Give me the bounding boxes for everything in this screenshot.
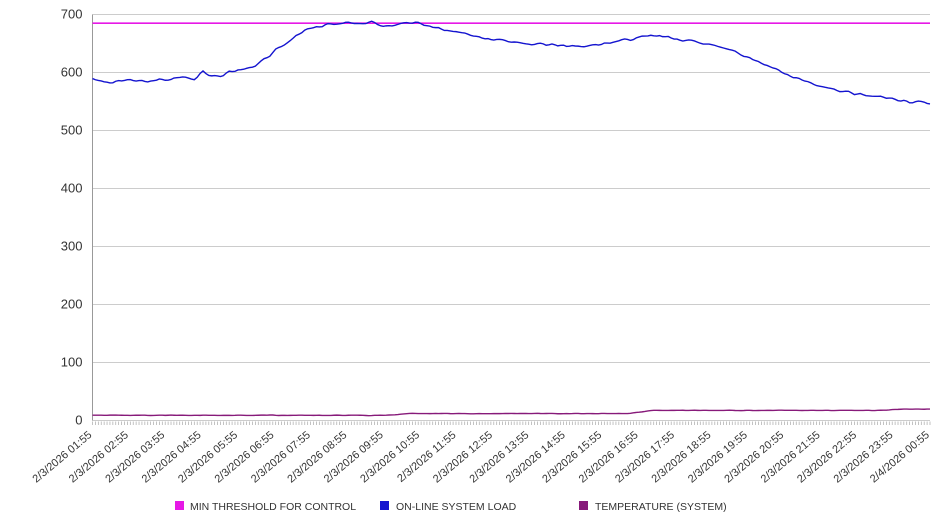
svg-text:700: 700 [61,7,83,22]
svg-text:600: 600 [61,65,83,80]
svg-text:400: 400 [61,181,83,196]
svg-text:100: 100 [61,355,83,370]
svg-text:200: 200 [61,297,83,312]
svg-text:0: 0 [75,413,82,428]
svg-text:500: 500 [61,123,83,138]
svg-text:300: 300 [61,239,83,254]
